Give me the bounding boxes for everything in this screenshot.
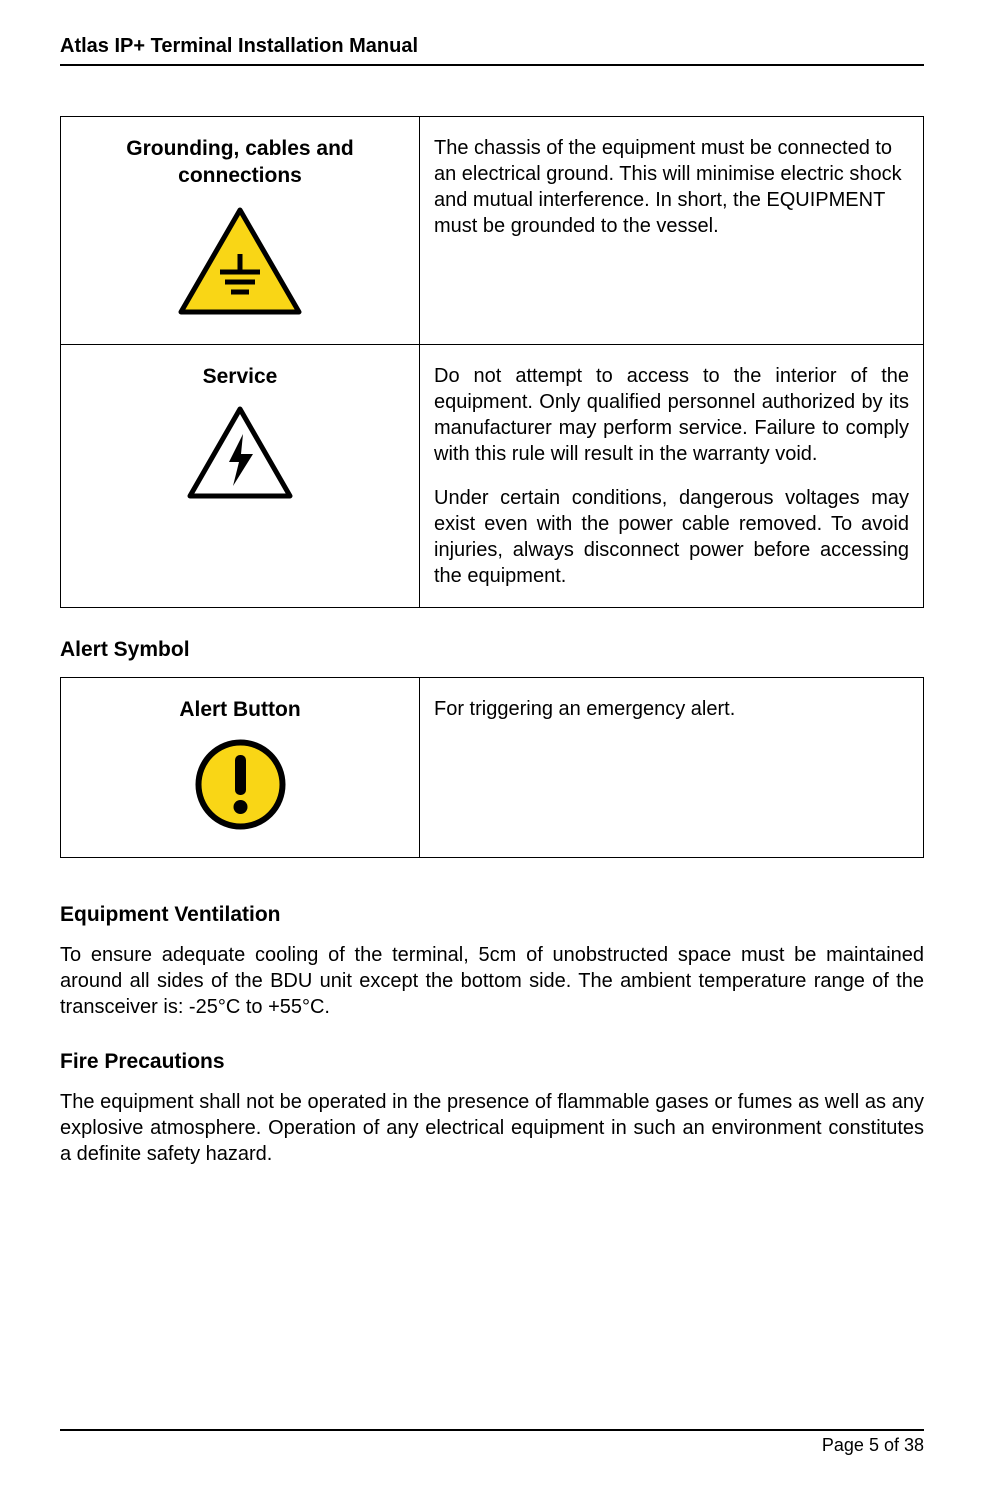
table-row: Grounding, cables and connections The ch… — [61, 117, 924, 345]
alert-row-left: Alert Button — [61, 677, 420, 857]
safety-row-2-p2: Under certain conditions, dangerous volt… — [434, 485, 909, 589]
alert-symbol-table: Alert Button For triggering an emergency… — [60, 677, 924, 858]
safety-row-2-p1: Do not attempt to access to the interior… — [434, 363, 909, 467]
fire-body: The equipment shall not be operated in t… — [60, 1089, 924, 1167]
alert-row-heading: Alert Button — [75, 696, 405, 723]
fire-heading: Fire Precautions — [60, 1050, 924, 1074]
safety-row-2-heading: Service — [75, 363, 405, 390]
ventilation-body: To ensure adequate cooling of the termin… — [60, 942, 924, 1020]
page-footer: Page 5 of 38 — [60, 1429, 924, 1456]
page: Atlas IP+ Terminal Installation Manual G… — [0, 0, 984, 1486]
safety-table: Grounding, cables and connections The ch… — [60, 116, 924, 608]
safety-row-1-heading: Grounding, cables and connections — [75, 135, 405, 190]
table-row: Alert Button For triggering an emergency… — [61, 677, 924, 857]
ground-warning-icon — [75, 204, 405, 326]
hv-warning-icon — [75, 404, 405, 509]
table-row: Service Do not attempt to access to the … — [61, 344, 924, 607]
alert-row-desc: For triggering an emergency alert. — [420, 677, 924, 857]
safety-row-1-left: Grounding, cables and connections — [61, 117, 420, 345]
footer-rule — [60, 1429, 924, 1431]
safety-row-2-desc: Do not attempt to access to the interior… — [420, 344, 924, 607]
safety-row-1-desc: The chassis of the equipment must be con… — [420, 117, 924, 345]
safety-row-2-left: Service — [61, 344, 420, 607]
document-header-title: Atlas IP+ Terminal Installation Manual — [60, 35, 924, 58]
ventilation-heading: Equipment Ventilation — [60, 903, 924, 927]
alert-symbol-heading: Alert Symbol — [60, 638, 924, 662]
alert-exclamation-icon — [75, 737, 405, 839]
header-rule — [60, 64, 924, 66]
page-number: Page 5 of 38 — [60, 1435, 924, 1456]
